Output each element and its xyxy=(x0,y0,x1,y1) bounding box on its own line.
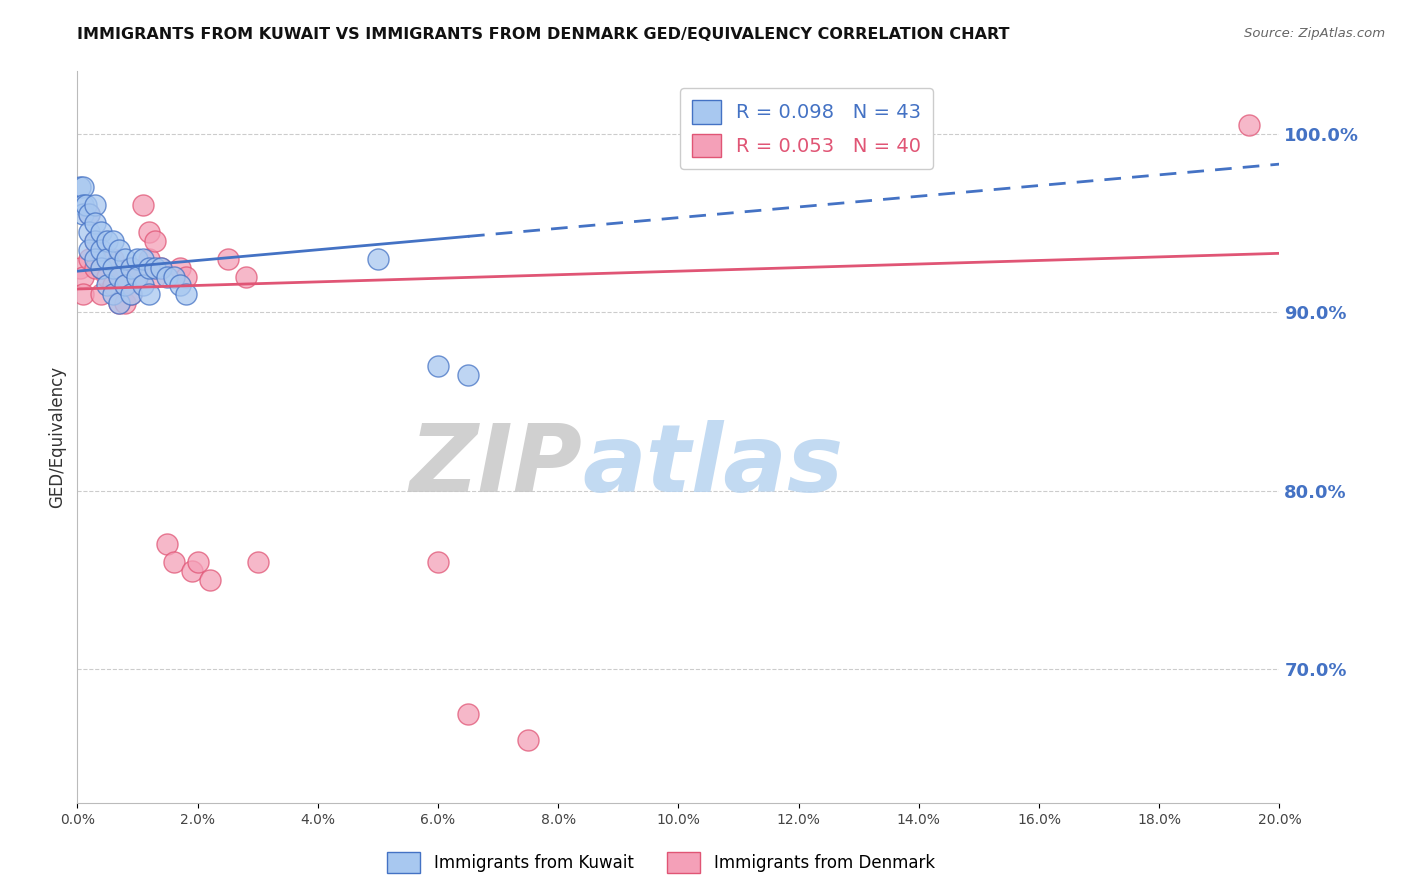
Point xyxy=(103,287,125,301)
Point xyxy=(103,278,125,293)
Legend: R = 0.098   N = 43, R = 0.053   N = 40: R = 0.098 N = 43, R = 0.053 N = 40 xyxy=(681,88,934,169)
Point xyxy=(108,243,131,257)
Point xyxy=(457,368,479,382)
Point xyxy=(169,260,191,275)
Point xyxy=(156,269,179,284)
Point xyxy=(96,269,118,284)
Text: ZIP: ZIP xyxy=(409,420,582,512)
Point xyxy=(90,260,112,275)
Point xyxy=(103,260,125,275)
Point xyxy=(187,555,209,569)
Point xyxy=(120,287,142,301)
Point xyxy=(103,234,125,248)
Point xyxy=(145,260,167,275)
Point xyxy=(90,243,112,257)
Point xyxy=(138,260,160,275)
Point xyxy=(162,555,184,569)
Point xyxy=(72,269,94,284)
Point xyxy=(138,252,160,266)
Point xyxy=(138,225,160,239)
Point xyxy=(132,252,155,266)
Point xyxy=(127,269,149,284)
Legend: Immigrants from Kuwait, Immigrants from Denmark: Immigrants from Kuwait, Immigrants from … xyxy=(380,846,942,880)
Point xyxy=(114,296,136,310)
Point xyxy=(127,252,149,266)
Point xyxy=(150,260,173,275)
Point xyxy=(162,269,184,284)
Point xyxy=(150,260,173,275)
Point xyxy=(457,706,479,721)
Point xyxy=(217,252,239,266)
Point xyxy=(90,260,112,275)
Point xyxy=(96,252,118,266)
Point xyxy=(84,198,107,212)
Point xyxy=(174,269,197,284)
Point xyxy=(427,555,450,569)
Point xyxy=(127,269,149,284)
Point xyxy=(90,287,112,301)
Point xyxy=(84,260,107,275)
Point xyxy=(84,234,107,248)
Point xyxy=(103,252,125,266)
Point xyxy=(108,296,131,310)
Point xyxy=(79,225,101,239)
Point xyxy=(169,278,191,293)
Point xyxy=(75,198,97,212)
Point xyxy=(174,287,197,301)
Point xyxy=(96,234,118,248)
Point xyxy=(235,269,257,284)
Point xyxy=(180,564,202,578)
Point xyxy=(79,243,101,257)
Point xyxy=(145,269,167,284)
Text: IMMIGRANTS FROM KUWAIT VS IMMIGRANTS FROM DENMARK GED/EQUIVALENCY CORRELATION CH: IMMIGRANTS FROM KUWAIT VS IMMIGRANTS FRO… xyxy=(77,27,1010,42)
Point xyxy=(108,269,131,284)
Point xyxy=(138,287,160,301)
Point xyxy=(90,225,112,239)
Point xyxy=(69,180,91,194)
Point xyxy=(120,287,142,301)
Point xyxy=(156,537,179,551)
Point xyxy=(84,234,107,248)
Point xyxy=(79,207,101,221)
Point xyxy=(79,252,101,266)
Point xyxy=(198,573,221,587)
Point xyxy=(120,260,142,275)
Point xyxy=(84,216,107,230)
Point xyxy=(72,207,94,221)
Point xyxy=(72,180,94,194)
Point xyxy=(132,198,155,212)
Point xyxy=(108,269,131,284)
Point xyxy=(427,359,450,373)
Point xyxy=(69,260,91,275)
Point xyxy=(96,252,118,266)
Point xyxy=(246,555,269,569)
Point xyxy=(79,207,101,221)
Point xyxy=(145,234,167,248)
Point xyxy=(96,278,118,293)
Point xyxy=(114,278,136,293)
Text: atlas: atlas xyxy=(582,420,844,512)
Text: Source: ZipAtlas.com: Source: ZipAtlas.com xyxy=(1244,27,1385,40)
Point xyxy=(72,287,94,301)
Point xyxy=(114,278,136,293)
Point xyxy=(114,252,136,266)
Point xyxy=(367,252,389,266)
Point xyxy=(132,278,155,293)
Point xyxy=(84,252,107,266)
Point xyxy=(120,260,142,275)
Point xyxy=(108,296,131,310)
Point xyxy=(1239,118,1261,132)
Point xyxy=(517,733,540,747)
Y-axis label: GED/Equivalency: GED/Equivalency xyxy=(48,366,66,508)
Point xyxy=(72,198,94,212)
